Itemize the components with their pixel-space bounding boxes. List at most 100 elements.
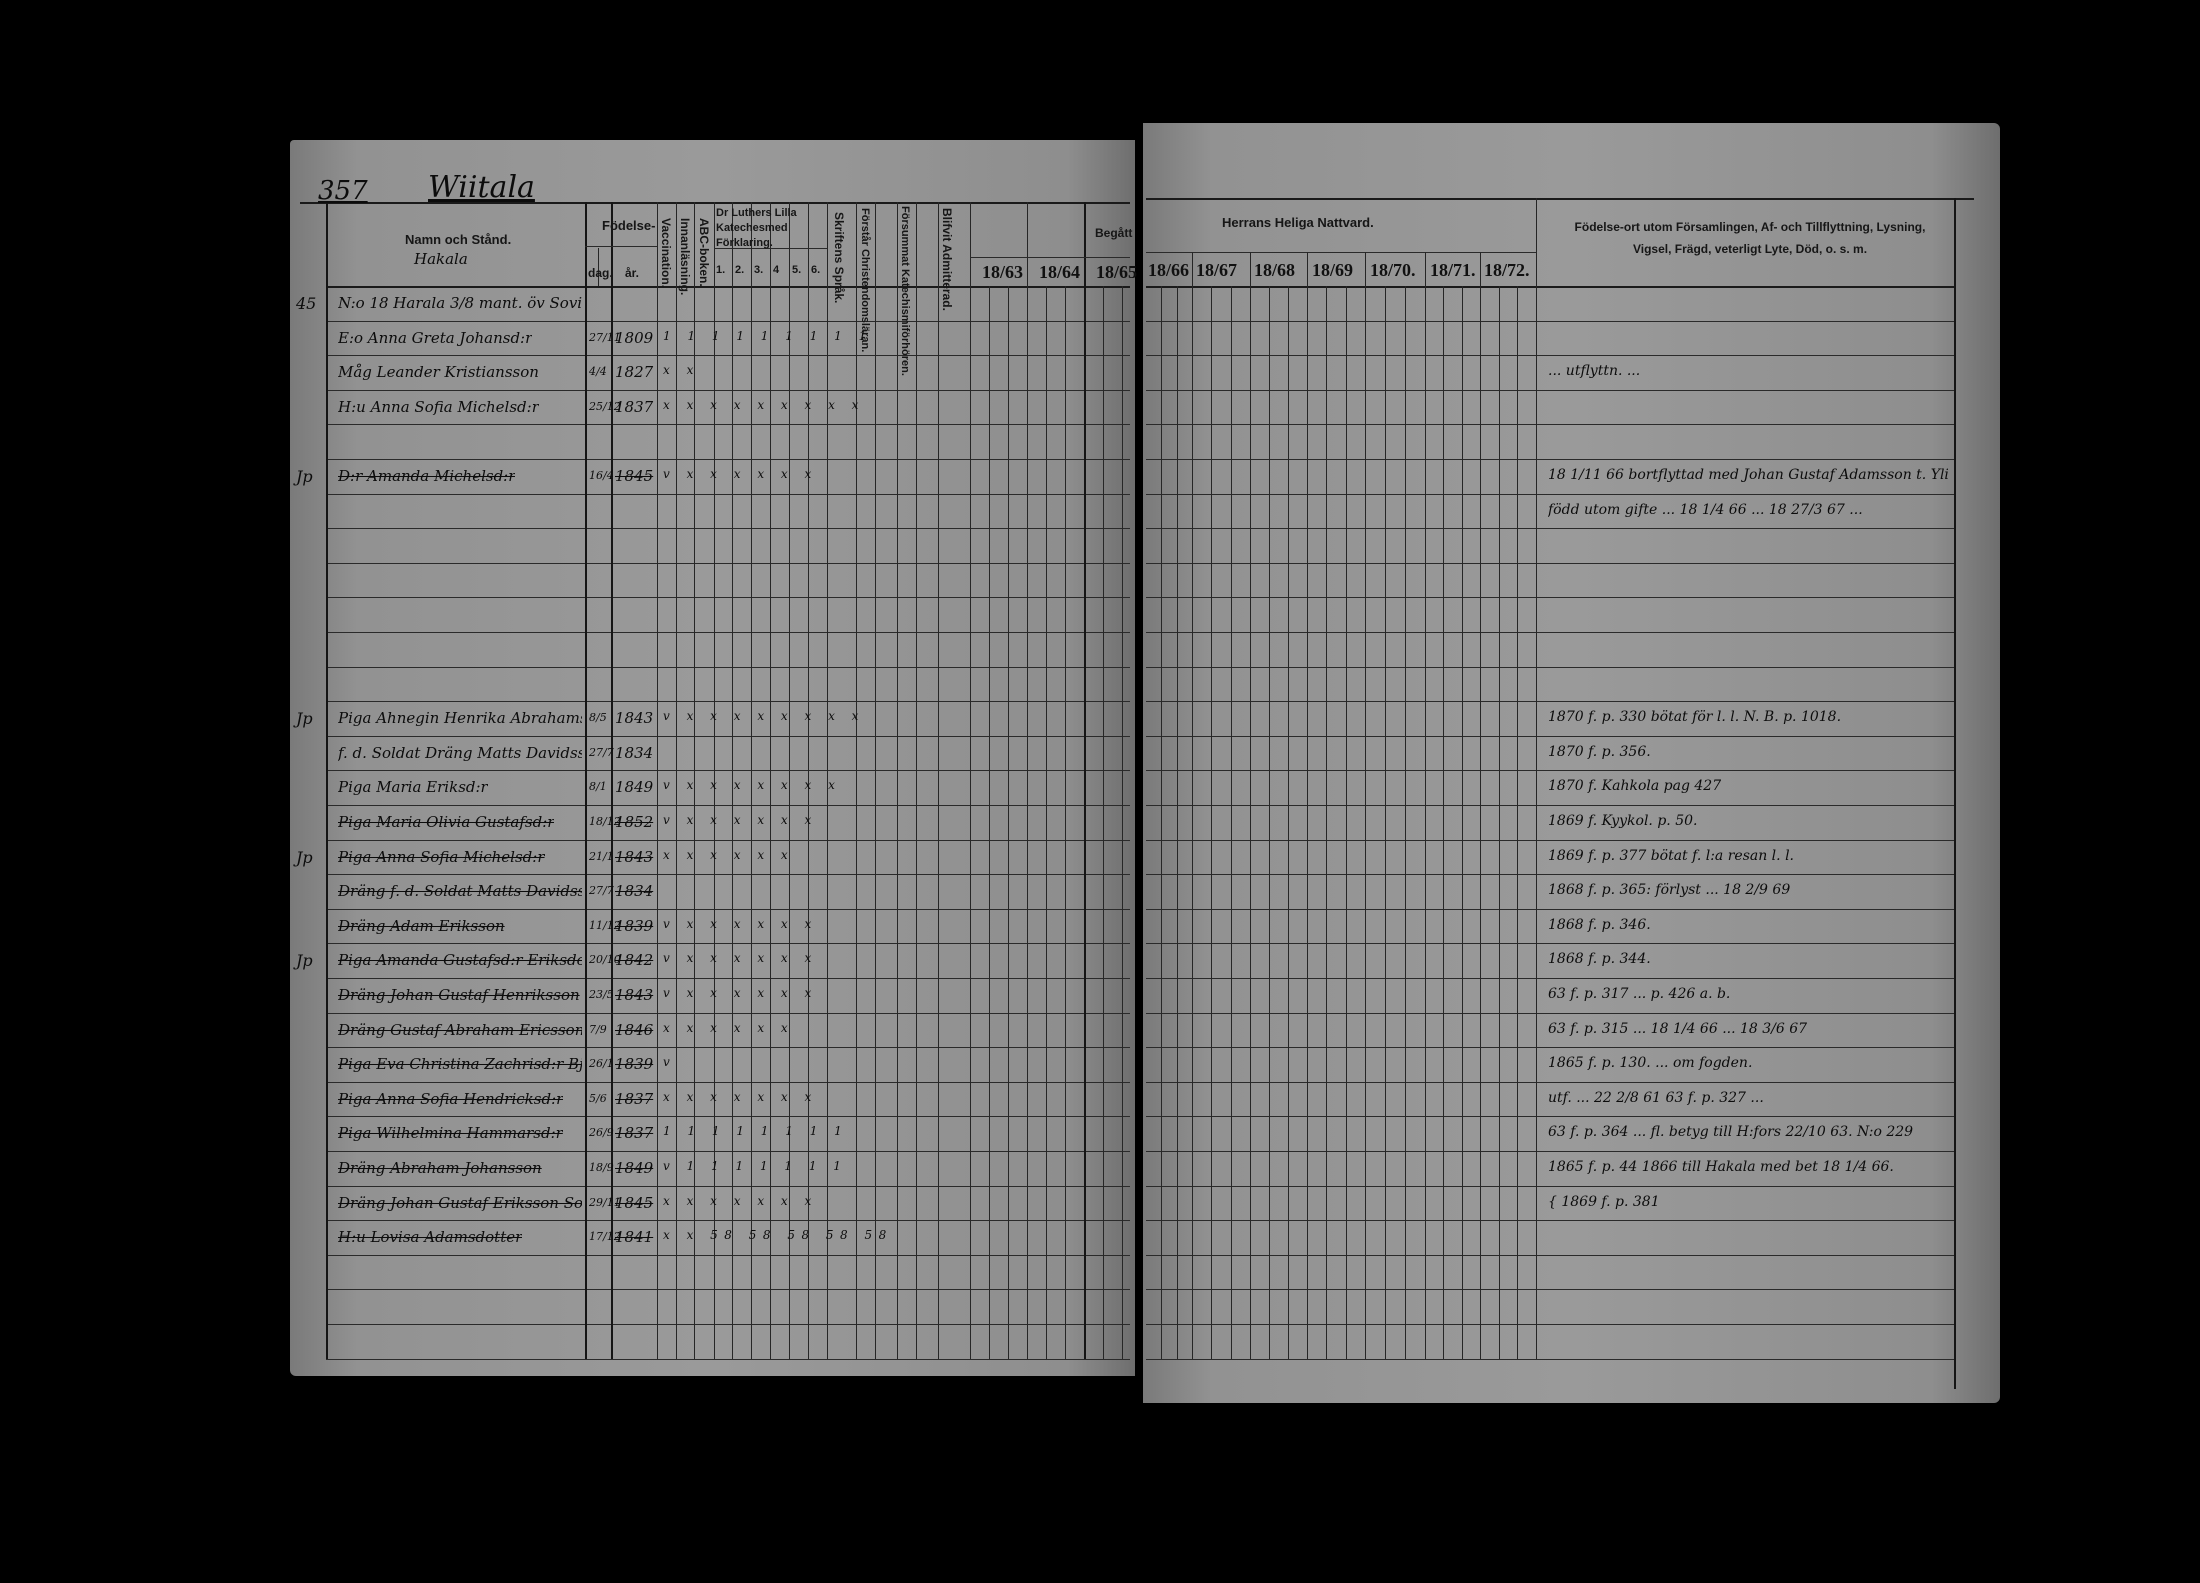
column-rule — [1230, 286, 1232, 1359]
column-rule — [789, 202, 790, 1359]
row-rule — [326, 562, 1130, 564]
row-rule — [1146, 632, 1954, 633]
row-rule — [326, 1289, 1130, 1291]
remark-note: 18 1/11 66 bortflyttad med Johan Gustaf … — [1548, 467, 1948, 483]
margin-mark: Jp — [296, 709, 313, 729]
column-rule — [326, 202, 328, 1359]
row-rule — [1146, 562, 1954, 564]
row-rule — [326, 978, 1130, 979]
column-rule — [970, 202, 971, 1359]
row-rule — [1146, 1047, 1954, 1049]
margin-mark: Jp — [296, 847, 313, 867]
understands-doctrine-header: Förstår Christendomsläran. — [859, 208, 871, 353]
remark-note: 1865 f. p. 44 1866 till Hakala med bet 1… — [1548, 1159, 1894, 1175]
row-rule — [326, 597, 1130, 599]
birth-year: 1839 — [615, 916, 654, 935]
row-rule — [326, 1254, 1130, 1256]
margin-mark: Jp — [296, 467, 313, 486]
birth-day: 20/10 — [589, 953, 621, 967]
column-rule — [875, 202, 876, 1359]
row-rule — [326, 459, 1130, 460]
examination-marks: v x x x x x x x x — [663, 709, 865, 724]
column-rule — [657, 202, 658, 1359]
birth-day: 17/12 — [589, 1230, 621, 1244]
communion-year-header: 18/64 — [1039, 262, 1081, 282]
examination-marks: x x x x x x — [663, 1020, 795, 1035]
birth-year: 1843 — [615, 986, 654, 1004]
examination-marks: x x x x x x x x x — [663, 397, 865, 412]
birth-day: 21/1 — [589, 849, 614, 863]
examination-marks: 1 1 1 1 1 1 1 1 1 — [663, 328, 873, 343]
row-rule — [1146, 1012, 1954, 1014]
birth-year: 1846 — [615, 1020, 654, 1039]
name-column-header: Namn och Stånd. — [405, 232, 512, 247]
person-name: Dräng f. d. Soldat Matts Davidsson Pil — [338, 882, 582, 901]
column-rule — [1161, 286, 1163, 1359]
examination-marks: v x x x x x x — [663, 916, 818, 931]
row-rule — [326, 528, 1130, 530]
column-rule — [1027, 202, 1028, 1359]
margin-mark: 45 — [296, 294, 317, 313]
column-rule — [1176, 286, 1178, 1359]
communion-year-header: 18/66 — [1148, 260, 1190, 280]
column-rule — [1365, 252, 1366, 1359]
column-rule — [1517, 286, 1519, 1359]
column-rule — [1008, 286, 1009, 1359]
row-rule — [1146, 355, 1954, 357]
abc-book-header: ABC-boken. — [697, 218, 711, 287]
birth-year: 1841 — [615, 1228, 654, 1247]
birth-year: 1843 — [615, 709, 654, 728]
header-bottom-rule — [1146, 286, 1954, 288]
row-rule — [326, 666, 1130, 668]
row-rule — [326, 1012, 1130, 1014]
remark-note: 63 f. p. 364 ... fl. betyg till H:fors 2… — [1548, 1124, 1914, 1141]
birth-day-header: dag. — [588, 266, 613, 280]
examination-marks: x x — [663, 363, 700, 378]
row-rule — [1146, 493, 1954, 495]
reading-header: Innanläsning. — [678, 218, 692, 296]
column-rule — [1954, 198, 1956, 1389]
column-rule — [1498, 286, 1500, 1359]
birth-year: 1809 — [615, 328, 654, 347]
column-rule — [1211, 286, 1213, 1359]
catechism-part-header: 4 — [773, 264, 780, 276]
person-name: Piga Eva Christina Zachrisd:r Björn — [338, 1055, 582, 1074]
birth-year-header: år. — [625, 266, 640, 280]
birth-day: 27/7 — [589, 745, 614, 759]
person-name: Dräng Gustaf Abraham Ericsson — [338, 1020, 582, 1039]
birth-day: 23/5 — [589, 988, 614, 1001]
birth-day: 18/9 — [589, 1161, 614, 1174]
remark-note: 63 f. p. 315 ... 18 1/4 66 ... 18 3/6 67 — [1548, 1020, 1808, 1037]
column-rule — [827, 202, 828, 1359]
left-page — [290, 140, 1135, 1376]
missed-catechism-header: Försummat Katechismiförhören. — [898, 206, 911, 376]
catechism-subrule — [714, 248, 827, 249]
birth-year: 1837 — [615, 1089, 654, 1108]
birth-year: 1837 — [615, 1124, 654, 1143]
row-rule — [1146, 1220, 1954, 1222]
birth-day: 5/6 — [589, 1091, 607, 1105]
column-rule — [1461, 286, 1463, 1359]
birth-day: 8/1 — [589, 780, 607, 794]
row-rule — [1146, 978, 1954, 979]
birth-day: 7/9 — [589, 1022, 607, 1036]
row-rule — [326, 632, 1130, 633]
catechism-part-header: 3. — [754, 264, 764, 276]
communion-year-header: 18/69 — [1312, 260, 1354, 280]
column-rule — [1385, 286, 1386, 1359]
birth-subrule — [585, 246, 657, 247]
row-rule — [326, 1185, 1130, 1187]
examination-marks: x x x x x x — [663, 847, 795, 862]
birth-day: 25/12 — [589, 399, 621, 413]
column-rule — [1065, 286, 1066, 1359]
person-name: Dräng Abraham Johansson — [338, 1159, 542, 1177]
birth-year: 1834 — [615, 882, 654, 901]
communion-header: Herrans Heliga Nattvard. — [1222, 215, 1374, 230]
examination-marks: v x x x x x x x — [663, 778, 842, 793]
row-rule — [326, 320, 1130, 322]
catechism-part-header: 2. — [735, 264, 745, 276]
row-rule — [326, 1047, 1130, 1049]
row-rule — [326, 424, 1130, 426]
row-rule — [1146, 424, 1954, 426]
remark-note: 1868 f. p. 365: förlyst ... 18 2/9 69 — [1548, 882, 1791, 899]
